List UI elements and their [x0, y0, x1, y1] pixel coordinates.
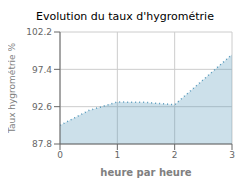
svg-text:1: 1	[114, 150, 120, 160]
svg-text:0: 0	[57, 150, 63, 160]
svg-text:97.4: 97.4	[32, 65, 52, 75]
svg-text:102.2: 102.2	[26, 27, 52, 37]
svg-text:92.6: 92.6	[32, 102, 52, 112]
svg-text:heure par heure: heure par heure	[100, 167, 191, 178]
html-text:Evolution du taux d'hygrométri: Evolution du taux d'hygrométrie	[36, 10, 214, 23]
svg-text:2: 2	[172, 150, 178, 160]
svg-text:87.8: 87.8	[32, 139, 52, 149]
svg-text:Taux hygrométrie %: Taux hygrométrie %	[8, 42, 17, 134]
svg-text:3: 3	[229, 150, 235, 160]
